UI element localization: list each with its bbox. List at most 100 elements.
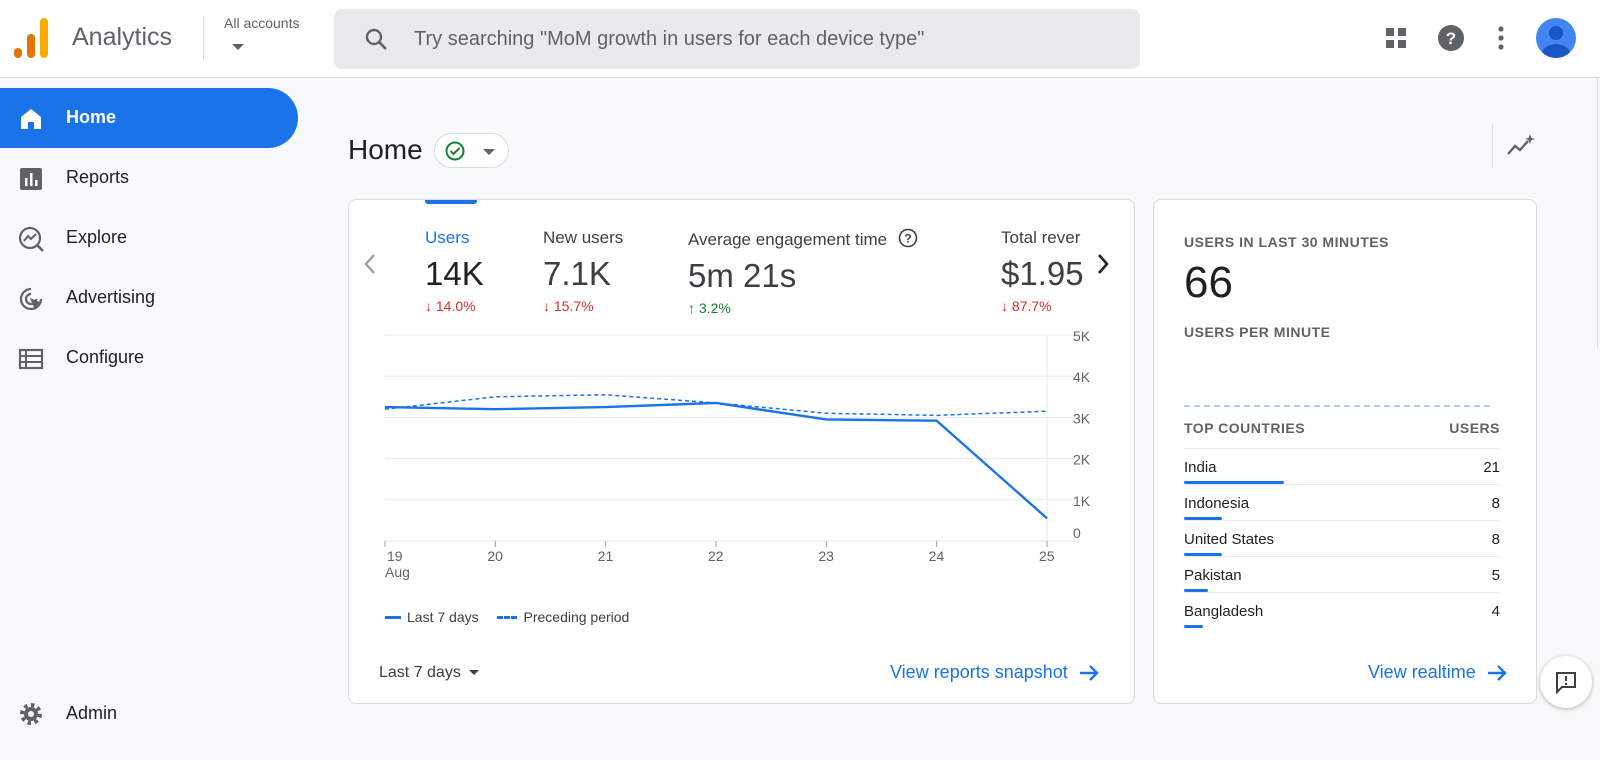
svg-text:?: ? — [1446, 29, 1456, 48]
table-row[interactable]: Bangladesh 4 — [1184, 592, 1500, 628]
advertising-icon — [19, 287, 43, 311]
table-row[interactable]: Indonesia 8 — [1184, 484, 1500, 520]
country-name: Indonesia — [1184, 495, 1250, 512]
nav-item-admin[interactable]: Admin — [0, 683, 298, 743]
chevron-right-icon[interactable] — [1094, 250, 1112, 278]
country-name: Pakistan — [1184, 567, 1242, 584]
selected-metric-indicator — [425, 200, 477, 204]
chevron-left-icon[interactable] — [361, 250, 379, 278]
x-tick-label: 23 — [818, 548, 834, 564]
arrow-right-icon — [1079, 665, 1099, 682]
side-nav: Home Reports Explore Advertising Configu… — [0, 88, 300, 388]
nav-item-configure[interactable]: Configure — [0, 328, 298, 388]
country-users: 5 — [1491, 567, 1500, 584]
countries-column-header: TOP COUNTRIES — [1184, 420, 1306, 436]
nav-item-label: Reports — [66, 167, 130, 187]
feedback-icon — [1556, 672, 1576, 694]
metric-value: 5m 21s — [688, 257, 797, 294]
account-dropdown-icon[interactable] — [232, 44, 244, 50]
legend-dashed-swatch — [496, 615, 517, 619]
metric-delta: ↑ 3.2% — [688, 300, 918, 316]
y-tick-label: 5K — [1073, 328, 1091, 344]
view-realtime-link[interactable]: View realtime — [1368, 662, 1508, 683]
overview-card: Users 14K ↓ 14.0% New users 7.1K ↓ 15.7%… — [348, 199, 1135, 704]
nav-item-home[interactable]: Home — [0, 88, 298, 148]
country-bar — [1184, 589, 1208, 592]
metric-label-row: Average engagement time ? — [688, 228, 918, 250]
insights-divider — [1492, 124, 1493, 168]
chevron-down-icon — [468, 670, 479, 676]
country-bar — [1184, 517, 1223, 520]
country-bar — [1184, 481, 1284, 484]
nav-item-advertising[interactable]: Advertising — [0, 268, 298, 328]
metric-label: New users — [543, 228, 624, 247]
table-row[interactable]: India 21 — [1184, 448, 1500, 484]
analytics-logo-icon[interactable] — [14, 18, 50, 58]
link-label: View realtime — [1368, 662, 1476, 682]
app-title[interactable]: Analytics — [72, 23, 173, 51]
insights-sparkle-icon[interactable] — [1506, 132, 1536, 158]
arrow-down-icon: ↓ — [1001, 298, 1008, 314]
link-label: View reports snapshot — [890, 662, 1068, 682]
metric-value: 7.1K — [543, 255, 611, 292]
x-tick-label: 21 — [598, 548, 614, 564]
series-line-last-7-days — [384, 401, 1048, 520]
view-reports-snapshot-link[interactable]: View reports snapshot — [890, 662, 1100, 683]
delta-value: 15.7% — [553, 298, 594, 314]
metric-value: 14K — [425, 255, 484, 292]
metric-tab-users[interactable]: Users 14K ↓ 14.0% — [425, 228, 484, 314]
nav-item-explore[interactable]: Explore — [0, 208, 298, 268]
bar-chart-icon — [20, 168, 42, 190]
search-input[interactable] — [414, 9, 1114, 69]
metric-tab-engagement-time[interactable]: Average engagement time ? 5m 21s ↑ 3.2% — [688, 228, 918, 316]
top-bar: Analytics All accounts ? — [0, 0, 1600, 78]
feedback-button[interactable] — [1540, 656, 1592, 708]
date-range-dropdown[interactable]: Last 7 days — [379, 664, 479, 682]
realtime-heading: USERS IN LAST 30 MINUTES — [1184, 234, 1389, 250]
metric-delta: ↓ 14.0% — [425, 298, 484, 314]
apps-grid-icon[interactable] — [1380, 22, 1412, 54]
country-users: 21 — [1483, 459, 1500, 476]
account-selector-label[interactable]: All accounts — [224, 15, 300, 31]
search-icon — [365, 28, 387, 50]
y-tick-label: 1K — [1073, 493, 1091, 509]
country-name: United States — [1184, 531, 1275, 548]
metric-label: Average engagement time — [688, 230, 888, 249]
help-icon[interactable]: ? — [1435, 22, 1467, 54]
svg-text:?: ? — [904, 232, 911, 246]
explore-icon — [18, 226, 44, 252]
page-title: Home — [348, 134, 423, 165]
table-row[interactable]: Pakistan 5 — [1184, 556, 1500, 592]
arrow-up-icon: ↑ — [688, 300, 695, 316]
arrow-right-icon — [1487, 665, 1507, 682]
page-edge-divider — [1597, 78, 1598, 348]
users-column-header: USERS — [1449, 420, 1500, 436]
delta-value: 87.7% — [1011, 298, 1052, 314]
country-bar — [1184, 553, 1223, 556]
nav-item-reports[interactable]: Reports — [0, 148, 298, 208]
top-countries-list: India 21 Indonesia 8 United States 8 Pakist… — [1184, 448, 1500, 628]
status-dropdown[interactable] — [434, 133, 509, 168]
country-users: 8 — [1491, 495, 1500, 512]
more-vert-icon[interactable] — [1485, 22, 1517, 54]
home-icon — [21, 109, 41, 129]
arrow-down-icon: ↓ — [543, 298, 550, 314]
nav-item-label: Advertising — [66, 287, 156, 307]
arrow-down-icon: ↓ — [425, 298, 432, 314]
search-bar[interactable] — [334, 9, 1140, 69]
help-outline-icon[interactable]: ? — [898, 228, 918, 248]
date-range-label: Last 7 days — [379, 664, 461, 681]
table-row[interactable]: United States 8 — [1184, 520, 1500, 556]
users-per-minute-sparkline — [1184, 405, 1490, 407]
metric-tab-new-users[interactable]: New users 7.1K ↓ 15.7% — [543, 228, 623, 314]
country-users: 8 — [1491, 531, 1500, 548]
legend-label: Preceding period — [523, 609, 630, 626]
metric-label: Users — [425, 228, 470, 247]
x-tick-label: 20 — [487, 548, 503, 564]
country-bar — [1184, 625, 1203, 628]
y-tick-label: 4K — [1073, 369, 1091, 385]
metric-tab-total-revenue[interactable]: Total rever $1.95 ↓ 87.7% — [1001, 228, 1084, 314]
account-avatar-icon[interactable] — [1536, 18, 1576, 58]
users-line-chart: 0 1K 2K 3K 4K 5K 19 20 21 22 23 24 25 Aug — [384, 328, 1091, 580]
nav-item-label: Admin — [66, 703, 118, 723]
